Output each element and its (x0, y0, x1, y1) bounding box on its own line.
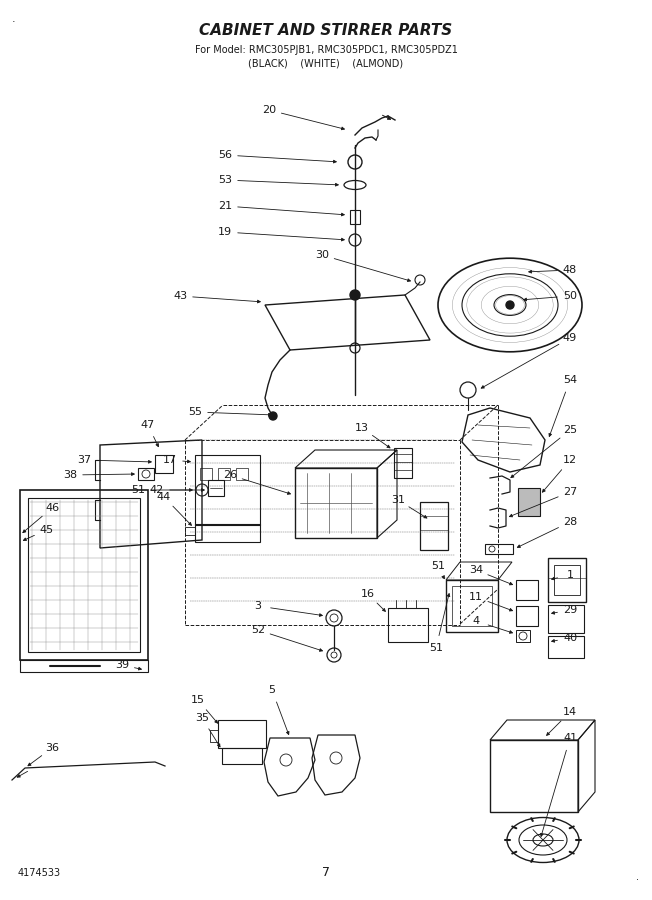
Bar (420, 502, 448, 550)
Text: 44: 44 (157, 492, 171, 502)
Text: 51: 51 (131, 485, 145, 495)
Bar (20, 490, 148, 660)
Bar (20, 660, 148, 672)
Text: 11: 11 (469, 592, 483, 602)
Bar (548, 636, 584, 658)
Text: 43: 43 (173, 291, 187, 301)
Text: 49: 49 (563, 333, 577, 343)
Text: .: . (12, 14, 16, 24)
Text: 3: 3 (254, 601, 261, 611)
Circle shape (506, 301, 514, 309)
Text: (BLACK)    (WHITE)    (ALMOND): (BLACK) (WHITE) (ALMOND) (248, 58, 404, 68)
Bar (516, 606, 538, 626)
Bar (28, 498, 140, 652)
Text: 41: 41 (563, 733, 577, 743)
Text: 14: 14 (563, 707, 577, 717)
Text: 13: 13 (355, 423, 369, 433)
Text: 28: 28 (563, 517, 577, 527)
Bar (394, 448, 412, 478)
Bar (446, 580, 498, 632)
Text: 38: 38 (63, 470, 77, 480)
Text: 36: 36 (45, 743, 59, 753)
Text: 37: 37 (77, 455, 91, 465)
Text: 4: 4 (473, 616, 480, 626)
Text: 51: 51 (431, 561, 445, 571)
Bar (516, 630, 530, 642)
Text: 46: 46 (45, 503, 59, 513)
Bar (200, 468, 212, 480)
Text: 17: 17 (163, 455, 177, 465)
Text: 12: 12 (563, 455, 577, 465)
Text: 5: 5 (269, 685, 276, 695)
Bar (218, 720, 266, 748)
Text: 27: 27 (563, 487, 577, 497)
Bar (548, 605, 584, 633)
Text: 47: 47 (141, 420, 155, 430)
Text: 55: 55 (188, 407, 202, 417)
Circle shape (350, 290, 360, 300)
Bar (554, 565, 580, 595)
Text: 34: 34 (469, 565, 483, 575)
Text: 35: 35 (195, 713, 209, 723)
Text: 54: 54 (563, 375, 577, 385)
Bar (388, 608, 428, 642)
Text: 7: 7 (322, 867, 330, 879)
Text: 1: 1 (567, 570, 574, 580)
Bar (222, 748, 262, 764)
Text: 39: 39 (115, 660, 129, 670)
Text: 29: 29 (563, 605, 577, 615)
Text: 30: 30 (315, 250, 329, 260)
Bar (548, 558, 586, 602)
Bar (490, 740, 578, 812)
Bar (195, 455, 260, 525)
Bar (295, 468, 377, 538)
Text: 40: 40 (563, 633, 577, 643)
Bar (195, 524, 260, 542)
Text: 53: 53 (218, 175, 232, 185)
Bar (138, 468, 154, 480)
Text: .: . (636, 872, 639, 883)
Text: 56: 56 (218, 150, 232, 160)
Bar (452, 586, 492, 626)
Text: For Model: RMC305PJB1, RMC305PDC1, RMC305PDZ1: For Model: RMC305PJB1, RMC305PDC1, RMC30… (194, 45, 458, 56)
Text: 4174533: 4174533 (18, 868, 61, 878)
Bar (516, 580, 538, 600)
Text: 45: 45 (39, 525, 53, 535)
Bar (236, 468, 248, 480)
Text: 50: 50 (563, 291, 577, 301)
Text: CABINET AND STIRRER PARTS: CABINET AND STIRRER PARTS (200, 23, 452, 38)
Bar (350, 210, 360, 224)
Bar (155, 455, 173, 473)
Text: 25: 25 (563, 425, 577, 435)
Text: 19: 19 (218, 227, 232, 237)
Text: 20: 20 (262, 105, 276, 115)
Text: 42: 42 (150, 485, 164, 495)
Bar (218, 468, 230, 480)
Text: 21: 21 (218, 201, 232, 211)
Bar (485, 544, 513, 554)
Text: 31: 31 (391, 495, 405, 505)
Text: 51: 51 (429, 643, 443, 653)
Text: 15: 15 (191, 695, 205, 705)
Text: 26: 26 (223, 470, 237, 480)
Text: 52: 52 (251, 625, 265, 635)
Circle shape (269, 412, 277, 420)
Text: 16: 16 (361, 589, 375, 599)
Text: 48: 48 (563, 265, 577, 275)
Bar (518, 488, 540, 516)
Bar (208, 480, 224, 496)
